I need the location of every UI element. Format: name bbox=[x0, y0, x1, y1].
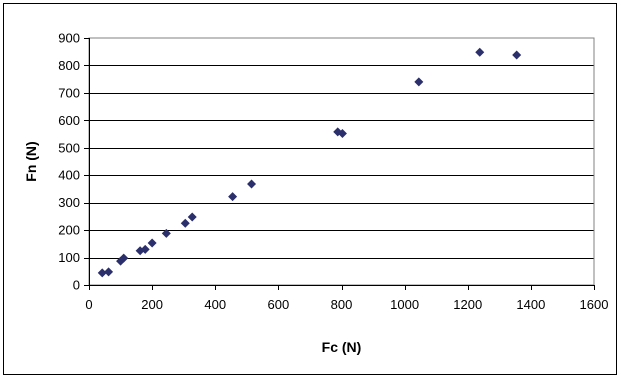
x-tick-label: 1600 bbox=[580, 297, 609, 312]
plot-area bbox=[88, 37, 595, 286]
y-tick-label: 100 bbox=[58, 250, 80, 265]
y-tick-label: 700 bbox=[58, 85, 80, 100]
data-point bbox=[180, 218, 190, 228]
y-tick-label: 300 bbox=[58, 195, 80, 210]
data-point bbox=[414, 77, 424, 87]
y-tick-label: 900 bbox=[58, 31, 80, 46]
data-point bbox=[119, 253, 129, 263]
data-point bbox=[97, 268, 107, 278]
x-tick-labels: 0 200 400 600 800 1000 1200 1400 1600 bbox=[85, 297, 608, 312]
gridlines bbox=[89, 65, 594, 259]
y-tick-label: 400 bbox=[58, 168, 80, 183]
data-point bbox=[247, 179, 257, 189]
y-axis-title: Fn (N) bbox=[23, 141, 39, 181]
y-tick-label: 200 bbox=[58, 223, 80, 238]
tick-marks bbox=[84, 38, 595, 290]
x-tick-label: 0 bbox=[85, 297, 92, 312]
data-point bbox=[140, 244, 150, 254]
x-tick-label: 1400 bbox=[516, 297, 545, 312]
data-point bbox=[475, 47, 485, 57]
x-tick-label: 200 bbox=[141, 297, 163, 312]
x-axis-title: Fc (N) bbox=[322, 339, 362, 355]
data-point bbox=[337, 129, 347, 139]
data-point bbox=[512, 50, 522, 60]
x-tick-label: 400 bbox=[204, 297, 226, 312]
data-point bbox=[147, 238, 157, 248]
data-points bbox=[97, 47, 522, 278]
data-point bbox=[187, 212, 197, 222]
y-tick-label: 800 bbox=[58, 58, 80, 73]
y-tick-label: 500 bbox=[58, 140, 80, 155]
y-tick-label: 600 bbox=[58, 113, 80, 128]
x-tick-label: 600 bbox=[268, 297, 290, 312]
x-tick-label: 1200 bbox=[453, 297, 482, 312]
x-tick-label: 800 bbox=[331, 297, 353, 312]
y-tick-label: 0 bbox=[73, 278, 80, 293]
y-tick-labels: 0 100 200 300 400 500 600 700 800 900 bbox=[58, 31, 80, 293]
data-point bbox=[228, 192, 238, 202]
data-point bbox=[104, 267, 114, 277]
data-point bbox=[161, 228, 171, 238]
x-tick-label: 1000 bbox=[390, 297, 419, 312]
